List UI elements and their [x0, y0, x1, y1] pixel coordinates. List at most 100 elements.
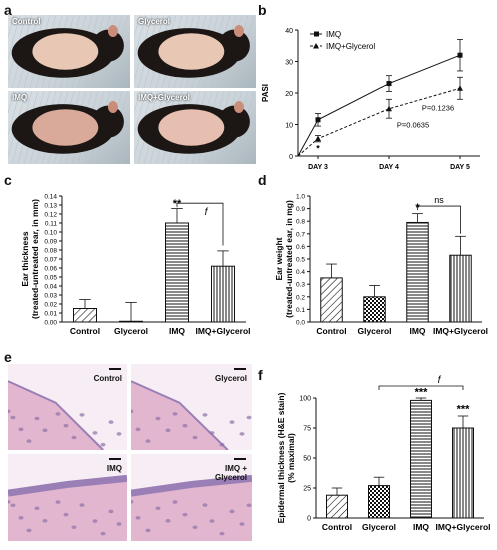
y-tick-label: 0.14 [44, 194, 57, 201]
y-tick-label: 0.08 [44, 248, 57, 255]
y-tick-label: 0.13 [44, 203, 57, 210]
y-tick-label: 0.12 [44, 212, 57, 219]
histology-image-3: IMQ [8, 454, 127, 541]
mouse-photo-4: IMQ+Glycerol [134, 91, 256, 164]
y-tick-label: 0.9 [296, 206, 305, 213]
y-tick-label: 100 [299, 396, 311, 403]
y-tick-label: 0.11 [45, 221, 58, 228]
x-tick-label: IMQ [413, 522, 429, 532]
significance-f: f [205, 207, 209, 218]
photo-label: Control [12, 17, 41, 26]
y-axis-label: Ear thickness [20, 231, 30, 287]
tissue-illustration [8, 368, 122, 450]
annotation-p-day5: P=0.1236 [422, 103, 454, 112]
x-tick-label: Glycerol [114, 326, 148, 336]
x-tick-label: Control [316, 326, 346, 336]
panel-e-label: e [4, 349, 12, 365]
y-tick-label: 50 [303, 456, 311, 463]
y-axis-label: Ear weight [274, 237, 284, 280]
mouse-illustration [134, 91, 255, 164]
x-tick-label: DAY 5 [450, 164, 470, 171]
histology-image-2: Glycerol [131, 364, 252, 450]
histology-label: IMQ + Glycerol [214, 464, 247, 482]
panel-d-label: d [258, 172, 267, 188]
x-tick-label: IMQ [409, 326, 425, 336]
y-tick-label: 25 [303, 486, 311, 493]
mouse-illustration [134, 15, 255, 88]
y-tick-label: 1.0 [296, 194, 305, 201]
panel-a-label: a [4, 2, 12, 18]
bar [73, 308, 97, 323]
y-tick-label: 0.6 [296, 244, 305, 251]
tissue-illustration [131, 458, 252, 541]
histology-image-4: IMQ + Glycerol [131, 454, 252, 541]
x-tick-label: Glycerol [362, 522, 396, 532]
y-axis-label: (treated-untreated ear, in mm) [30, 199, 40, 319]
comparison-bracket [417, 205, 461, 234]
y-tick-label: 0.01 [44, 311, 57, 318]
data-point [386, 81, 392, 87]
y-tick-label: 0 [307, 516, 311, 523]
bar [165, 222, 189, 323]
x-tick-label: Glycerol [357, 326, 391, 336]
data-point [315, 135, 321, 142]
histology-label: Glycerol [214, 374, 247, 383]
y-tick-label: 0.5 [296, 257, 305, 264]
photo-label: IMQ+Glycerol [138, 93, 190, 102]
comparison-bracket [378, 385, 464, 390]
mouse-illustration [8, 15, 129, 88]
significance-star: * [415, 202, 420, 214]
comparison-bracket [176, 202, 224, 246]
significance-ns: ns [434, 195, 444, 205]
y-axis-label: (% maximal) [286, 433, 296, 483]
series-line [297, 54, 461, 157]
y-tick-label: 0.09 [44, 239, 57, 246]
y-tick-label: 0.02 [44, 302, 57, 309]
bar [363, 296, 386, 323]
x-tick-label: IMQ+Glycerol [435, 522, 490, 532]
x-tick-label: Control [70, 326, 100, 336]
bar [320, 277, 343, 323]
bar [368, 485, 390, 519]
y-tick-label: 0.04 [44, 284, 57, 291]
significance-f: f [438, 375, 442, 386]
tissue-illustration [131, 368, 252, 450]
bar [452, 427, 474, 519]
bar [119, 320, 143, 323]
photo-label: Glycerol [138, 17, 171, 26]
legend-label: IMQ+Glycerol [326, 42, 375, 51]
y-tick-label: 0.05 [44, 275, 57, 282]
panel-b-label: b [258, 2, 267, 18]
mouse-photo-3: IMQ [8, 91, 130, 164]
data-point [457, 85, 463, 91]
annotation-star: * [316, 143, 320, 153]
bar [410, 399, 432, 519]
series-line [297, 87, 461, 157]
y-tick-label: 10 [285, 123, 293, 130]
data-point [315, 117, 321, 123]
panel-c-label: c [4, 172, 12, 188]
x-tick-label: IMQ [169, 326, 185, 336]
y-tick-label: 30 [285, 60, 293, 67]
significance-stars-imq-glycerol: *** [457, 403, 471, 415]
mouse-photo-2: Glycerol [134, 15, 256, 88]
histology-label: IMQ [106, 464, 122, 473]
histology-label: Control [93, 374, 122, 383]
x-tick-label: DAY 3 [308, 164, 328, 171]
bar [326, 494, 348, 519]
tissue-illustration [8, 458, 127, 541]
panel-f-label: f [258, 367, 263, 383]
y-tick-label: 0.3 [296, 282, 305, 289]
legend-label: IMQ [326, 30, 341, 39]
legend-marker [314, 31, 319, 37]
y-tick-label: 0.03 [44, 293, 57, 300]
y-tick-label: 0.4 [296, 269, 305, 276]
x-tick-label: IMQ+Glycerol [433, 326, 488, 336]
x-tick-label: Control [322, 522, 352, 532]
bar [449, 254, 472, 323]
y-tick-label: 0.07 [44, 257, 57, 264]
y-tick-label: 20 [285, 91, 293, 98]
y-tick-label: 0.2 [296, 294, 305, 301]
y-tick-label: 75 [303, 426, 311, 433]
y-axis-label: Epidermal thickness (H&E stain) [276, 392, 286, 523]
